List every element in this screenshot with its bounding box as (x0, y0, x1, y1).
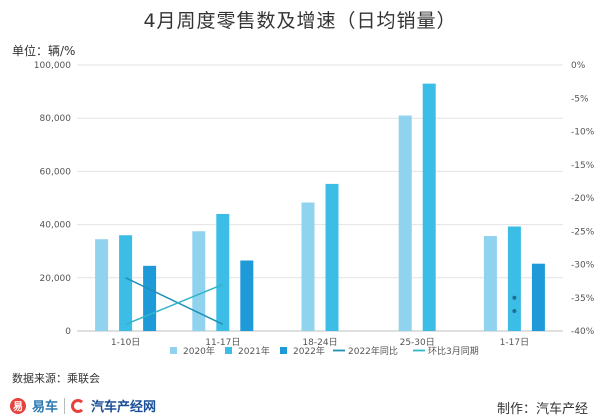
bars (95, 83, 545, 332)
legend-swatch (225, 347, 232, 354)
yiche-logo-icon: 易 (10, 397, 26, 414)
legend-label: 2020年 (183, 345, 215, 357)
y-right-tick-label: -5% (571, 94, 589, 104)
y-right-tick-label: -35% (571, 294, 595, 304)
series-line (125, 283, 224, 326)
auto-news-logo-icon (71, 398, 86, 413)
unit-label: 单位：辆/% (12, 44, 76, 58)
legend-label: 2021年 (238, 345, 270, 357)
legend-label: 2022年 (293, 345, 325, 357)
bar (422, 83, 436, 332)
y-left-tick-label: 100,000 (34, 61, 71, 71)
category-axis: 1-10日 11-17日 18-24日 25-30日 1-17日 (111, 337, 529, 348)
y-left-tick-label: 80,000 (40, 114, 72, 124)
bar (398, 115, 412, 331)
x-tick-label: 1-10日 (111, 337, 140, 348)
legend-label: 2022年同比 (348, 345, 398, 357)
y-right-tick-label: -15% (571, 161, 595, 171)
y-left-tick-label: 60,000 (40, 167, 72, 177)
footer-bar: 易 易车 汽车产经网 制作：汽车产经 (0, 393, 600, 420)
credit-label: 制作：汽车产经 (496, 402, 588, 417)
bar (325, 183, 339, 331)
chart-title: 4月周度零售数及增速（日均销量） (143, 10, 457, 32)
y-left-tick-label: 20,000 (40, 274, 72, 284)
legend-label: 环比3月同期 (428, 345, 479, 357)
x-tick-label: 1-17日 (500, 337, 529, 348)
series-line (125, 277, 224, 326)
y-right-tick-label: -30% (571, 261, 595, 271)
bar (192, 231, 206, 331)
brand-logos: 易 易车 汽车产经网 (10, 396, 156, 415)
brand-divider (64, 397, 66, 414)
bar (240, 260, 254, 331)
left-axis: 0 20,000 40,000 60,000 80,000 100,000 (34, 61, 71, 337)
line-point (512, 295, 517, 300)
y-right-tick-label: -10% (571, 128, 595, 138)
data-source-label: 数据来源：乘联会 (12, 372, 100, 385)
bar (531, 263, 545, 331)
chart-area: 0 20,000 40,000 60,000 80,000 100,000 -40% -35… (34, 61, 595, 357)
legend-swatch (170, 347, 177, 354)
x-tick-label: 25-30日 (400, 337, 435, 348)
grid-lines (77, 64, 563, 332)
bar (143, 265, 157, 331)
lines (125, 277, 517, 326)
bar (119, 235, 133, 331)
y-right-tick-label: -20% (571, 194, 595, 204)
bar (507, 226, 521, 331)
x-tick-label: 11-17日 (205, 337, 240, 348)
y-right-tick-label: -40% (571, 327, 595, 337)
y-left-tick-label: 40,000 (40, 221, 72, 231)
bar (216, 213, 230, 331)
line-point (512, 309, 517, 314)
bar (483, 236, 497, 331)
bar (95, 239, 109, 331)
auto-news-brand-text: 汽车产经网 (91, 400, 157, 415)
x-tick-label: 18-24日 (302, 337, 337, 348)
legend: 2020年 2021年 2022年 2022年同比 环比3月同期 (170, 345, 479, 357)
bar (301, 202, 315, 331)
yiche-brand-text: 易车 (32, 400, 59, 415)
y-right-tick-label: -25% (571, 227, 595, 237)
y-left-tick-label: 0 (65, 327, 71, 337)
legend-swatch (280, 347, 287, 354)
right-axis: -40% -35% -30% -25% -20% -15% -10% -5% 0% (571, 61, 595, 337)
y-right-tick-label: 0% (571, 61, 586, 71)
